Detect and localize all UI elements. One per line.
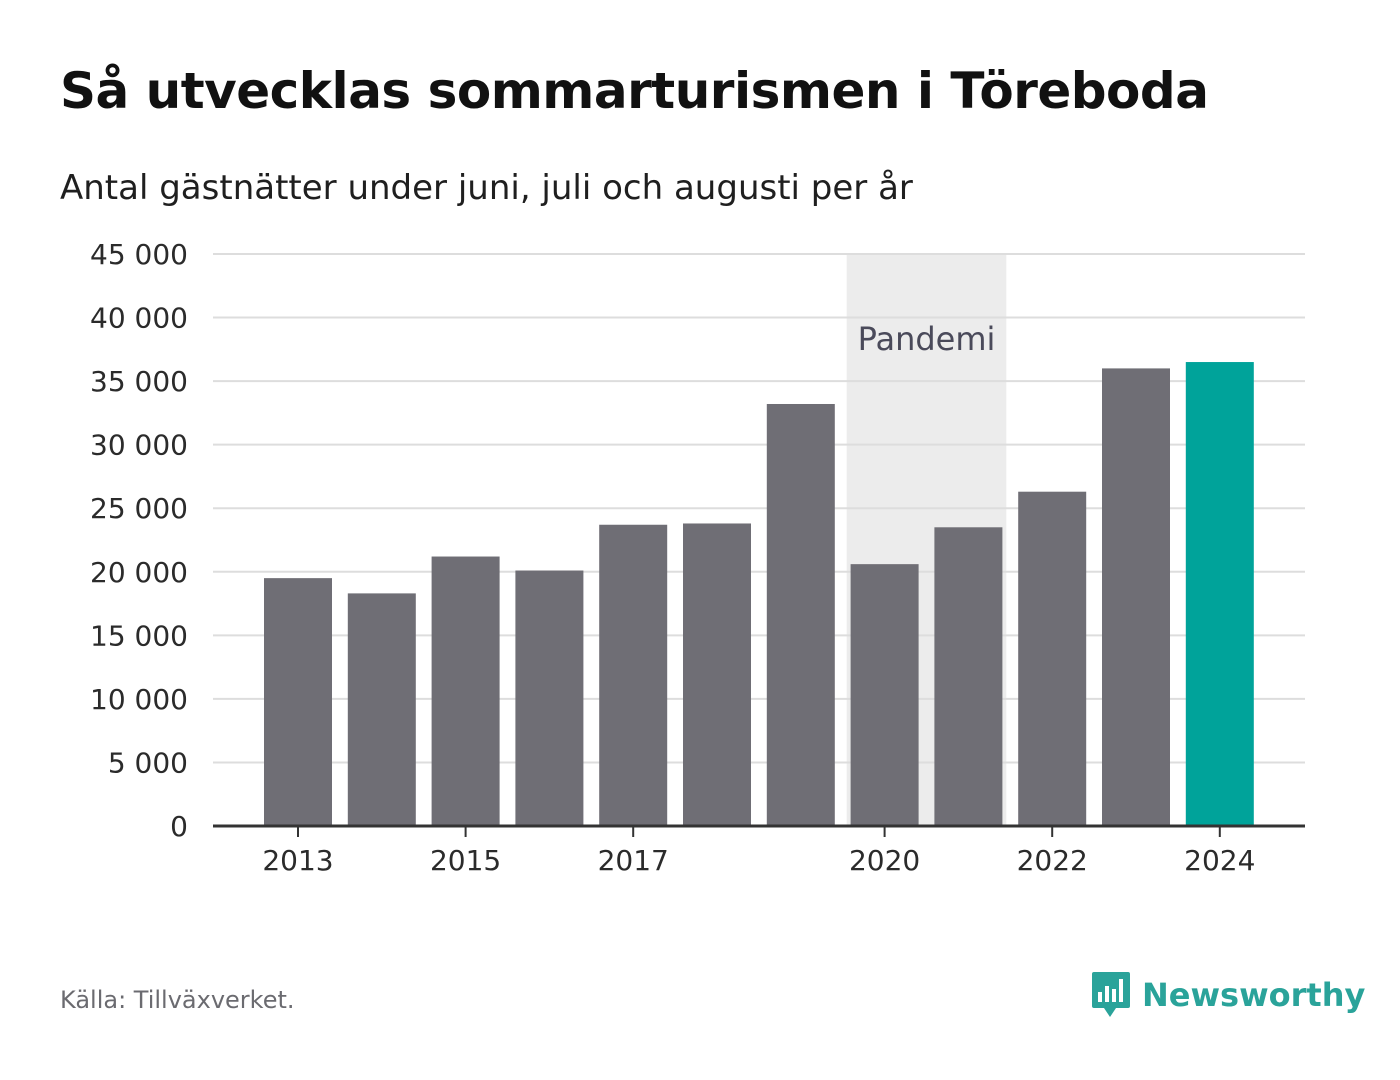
- bar-2023: [1102, 368, 1170, 826]
- chart-subtitle: Antal gästnätter under juni, juli och au…: [60, 168, 913, 208]
- pandemic-band-label: Pandemi: [858, 320, 996, 358]
- bar-chart: Pandemi 0 5 000 10 000 15 000 20 000 25 000 30…: [90, 238, 1305, 877]
- bar-2017: [599, 524, 668, 826]
- x-tick-label: 2024: [1184, 844, 1255, 877]
- bar-2016: [515, 570, 584, 826]
- x-tick-label: 2022: [1017, 844, 1088, 877]
- y-tick-label: 40 000: [90, 302, 188, 335]
- bar-2018: [683, 523, 751, 826]
- brand-logo[interactable]: Newsworthy: [1090, 970, 1365, 1020]
- bar-2013: [264, 578, 332, 826]
- bar-2021: [934, 527, 1003, 826]
- bar-chart-speech-bubble-icon: [1092, 972, 1130, 1017]
- bar-2020: [850, 564, 919, 826]
- source-note: Källa: Tillväxverket.: [60, 986, 295, 1014]
- brand-name: Newsworthy: [1142, 976, 1366, 1014]
- x-tick-label: 2015: [430, 844, 501, 877]
- y-axis-ticks: 0 5 000 10 000 15 000 20 000 25 000 30 000 35 0…: [90, 238, 188, 843]
- bar-2022: [1018, 491, 1087, 826]
- chart-title: Så utvecklas sommarturismen i Töreboda: [60, 62, 1209, 120]
- y-tick-label: 20 000: [90, 556, 188, 589]
- y-tick-label: 5 000: [108, 746, 188, 779]
- y-tick-label: 10 000: [90, 683, 188, 716]
- y-tick-label: 0: [170, 810, 188, 843]
- bar-2019: [766, 403, 835, 826]
- bar-2014: [347, 593, 416, 826]
- y-tick-label: 35 000: [90, 365, 188, 398]
- x-tick-label: 2017: [598, 844, 669, 877]
- x-tick-label: 2020: [849, 844, 920, 877]
- y-tick-label: 15 000: [90, 619, 188, 652]
- bars: [264, 362, 1254, 826]
- y-tick-label: 30 000: [90, 429, 188, 462]
- bar-2024: [1185, 362, 1254, 826]
- bar-2015: [431, 556, 500, 826]
- x-axis-ticks: 2013 2015 2017 2020 2022 2024: [262, 826, 1255, 877]
- x-tick-label: 2013: [262, 844, 333, 877]
- y-tick-label: 25 000: [90, 492, 188, 525]
- y-tick-label: 45 000: [90, 238, 188, 271]
